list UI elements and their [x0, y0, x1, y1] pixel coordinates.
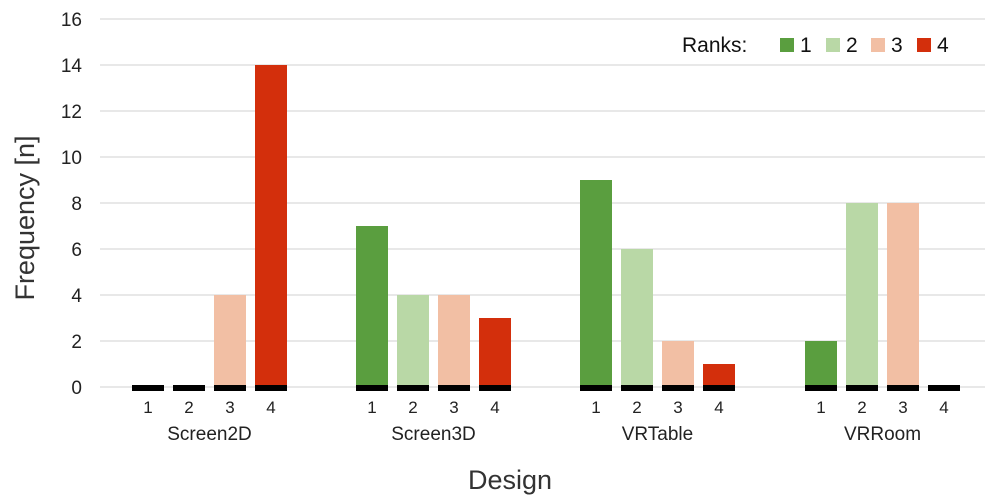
group-label: Screen2D — [167, 424, 252, 445]
zero-marker — [805, 385, 837, 391]
bar-vrroom-rank-3 — [887, 203, 919, 387]
zero-marker — [438, 385, 470, 391]
rank-labels: 1 2 3 4 1 2 3 4 1 2 3 4 1 2 3 4 — [143, 398, 948, 417]
legend-label: 2 — [846, 34, 858, 57]
rank-tick-label: 1 — [143, 398, 152, 417]
bar-screen3d-rank-2 — [397, 295, 429, 387]
legend-label: 1 — [800, 34, 812, 57]
rank-tick-label: 2 — [184, 398, 193, 417]
y-tick-label: 16 — [61, 10, 82, 31]
y-tick-label: 8 — [71, 194, 82, 215]
y-tick-label: 2 — [71, 332, 82, 353]
zero-marker — [173, 385, 205, 391]
legend-swatch — [871, 38, 885, 52]
group-label: VRRoom — [844, 424, 921, 445]
y-tick-label: 4 — [71, 286, 82, 307]
rank-tick-label: 4 — [939, 398, 948, 417]
legend-label: 4 — [937, 34, 949, 57]
y-axis-ticks: 0 2 4 6 8 10 12 14 16 — [61, 10, 83, 399]
rank-tick-label: 1 — [591, 398, 600, 417]
zero-marker — [662, 385, 694, 391]
bar-vrroom-rank-1 — [805, 341, 837, 387]
group-label: VRTable — [622, 424, 693, 445]
rank-tick-label: 4 — [266, 398, 275, 417]
zero-marker — [703, 385, 735, 391]
group-label: Screen3D — [391, 424, 476, 445]
zero-marker — [132, 385, 164, 391]
x-axis-title: Design — [468, 465, 552, 495]
bar-vrtable-rank-2 — [621, 249, 653, 387]
zero-marker — [255, 385, 287, 391]
legend-title: Ranks: — [682, 34, 747, 57]
rank-tick-label: 1 — [816, 398, 825, 417]
bar-screen3d-rank-4 — [479, 318, 511, 387]
zero-marker — [580, 385, 612, 391]
zero-marker — [356, 385, 388, 391]
rank-tick-label: 2 — [408, 398, 417, 417]
zero-marker — [479, 385, 511, 391]
y-tick-label: 14 — [61, 56, 83, 77]
gridlines — [100, 18, 985, 388]
legend-swatch — [780, 38, 794, 52]
rank-tick-label: 1 — [367, 398, 376, 417]
rank-tick-label: 3 — [225, 398, 234, 417]
zero-marker — [846, 385, 878, 391]
y-axis-title: Frequency [n] — [10, 135, 40, 300]
zero-markers — [132, 385, 960, 391]
rank-tick-label: 4 — [714, 398, 723, 417]
y-tick-label: 12 — [61, 102, 82, 123]
rank-tick-label: 4 — [490, 398, 499, 417]
rank-tick-label: 3 — [449, 398, 458, 417]
rank-tick-label: 3 — [673, 398, 682, 417]
zero-marker — [887, 385, 919, 391]
bar-vrtable-rank-4 — [703, 364, 735, 387]
bar-screen2d-rank-4 — [255, 65, 287, 387]
rank-tick-label: 2 — [632, 398, 641, 417]
bar-screen3d-rank-1 — [356, 226, 388, 387]
rank-tick-label: 2 — [857, 398, 866, 417]
rank-tick-label: 3 — [898, 398, 907, 417]
bars — [214, 65, 919, 387]
bar-vrtable-rank-3 — [662, 341, 694, 387]
y-tick-label: 6 — [71, 240, 82, 261]
zero-marker — [928, 385, 960, 391]
y-tick-label: 0 — [71, 378, 82, 399]
legend: Ranks: 1 2 3 4 — [682, 34, 949, 57]
group-labels: Screen2D Screen3D VRTable VRRoom — [167, 424, 921, 445]
bar-screen3d-rank-3 — [438, 295, 470, 387]
legend-swatch — [826, 38, 840, 52]
zero-marker — [621, 385, 653, 391]
zero-marker — [397, 385, 429, 391]
bar-screen2d-rank-3 — [214, 295, 246, 387]
bar-vrtable-rank-1 — [580, 180, 612, 387]
zero-marker — [214, 385, 246, 391]
y-tick-label: 10 — [61, 148, 82, 169]
legend-label: 3 — [891, 34, 903, 57]
legend-swatch — [917, 38, 931, 52]
bar-vrroom-rank-2 — [846, 203, 878, 387]
